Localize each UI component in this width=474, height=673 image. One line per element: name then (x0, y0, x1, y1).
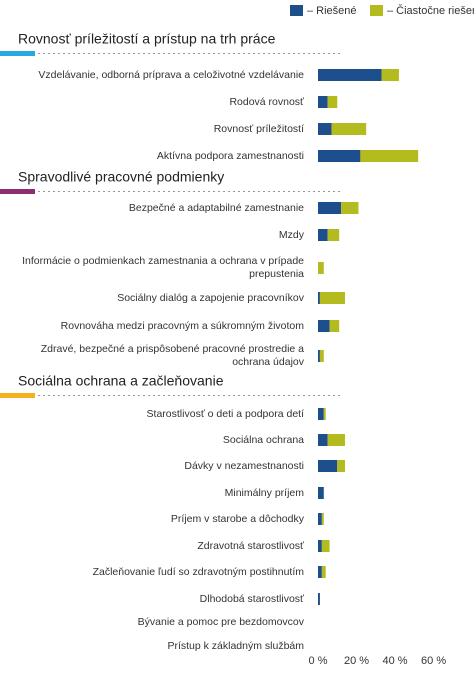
category-label: Dávky v nezamestnanosti (184, 459, 304, 472)
category-label: Rovnosť príležitostí (213, 122, 304, 135)
bar-segment (381, 69, 399, 81)
bar-segment (318, 593, 320, 605)
group-marker (0, 189, 35, 194)
category-label: Príjem v starobe a dôchodky (170, 512, 304, 525)
category-label: Prístup k základným službám (167, 639, 304, 652)
category-label-text: Prístup k základným službám (167, 639, 304, 652)
legend-label: – Riešené (307, 5, 357, 17)
category-label: Starostlivosť o deti a podpora detí (146, 407, 304, 420)
category-label-text: Rodová rovnosť (229, 95, 304, 108)
bar-segment (318, 262, 324, 274)
bar-segment (318, 229, 328, 241)
category-label-text: Informácie o podmienkach zamestnania a o… (22, 255, 304, 280)
category-label-text: Začleňovanie ľudí so zdravotným postihnu… (92, 565, 304, 578)
bar-segment (318, 123, 332, 135)
bar-segment (321, 566, 326, 578)
category-label-text: Sociálny dialóg a zapojenie pracovníkov (117, 291, 304, 304)
bar-segment (321, 540, 330, 552)
bar-segment (329, 320, 340, 332)
bar-segment (318, 202, 342, 214)
bar-segment (318, 150, 361, 162)
category-label: Bezpečné a adaptabilné zamestnanie (128, 201, 304, 214)
category-label: Informácie o podmienkach zamestnania a o… (22, 255, 304, 280)
x-tick-label: 60 % (421, 655, 446, 667)
category-label: Rodová rovnosť (229, 95, 304, 108)
category-label-text: Rovnosť príležitostí (213, 122, 304, 135)
legend-label: – Čiastočne riešené (387, 4, 474, 17)
category-label-text: Bývanie a pomoc pre bezdomovcov (137, 615, 304, 628)
category-label-text: Zdravotná starostlivosť (197, 539, 304, 552)
category-label: Rovnováha medzi pracovným a súkromným ži… (60, 319, 304, 332)
category-label-text: Rovnováha medzi pracovným a súkromným ži… (60, 319, 304, 332)
category-label: Začleňovanie ľudí so zdravotným postihnu… (92, 565, 304, 578)
x-tick-label: 20 % (344, 655, 369, 667)
category-label: Minimálny príjem (224, 486, 304, 499)
category-label: Sociálny dialóg a zapojenie pracovníkov (117, 291, 304, 304)
bar-segment (318, 292, 320, 304)
bar-segment (360, 150, 419, 162)
bar-segment (327, 229, 340, 241)
bar-segment (318, 434, 328, 446)
bar-segment (321, 513, 324, 525)
category-label-text: Dávky v nezamestnanosti (184, 459, 304, 472)
category-label-text: Mzdy (278, 228, 304, 241)
bar-segment (318, 460, 338, 472)
x-tick-label: 0 % (309, 655, 328, 667)
category-label-text: Bezpečné a adaptabilné zamestnanie (128, 201, 304, 214)
legend-swatch (290, 5, 303, 16)
bar-segment (318, 320, 330, 332)
bar-segment (337, 460, 345, 472)
category-label: Zdravotná starostlivosť (197, 539, 304, 552)
category-label: Zdravé, bezpečné a prispôsobené pracovné… (40, 343, 304, 368)
group-marker (0, 51, 35, 56)
bar-segment (318, 487, 324, 499)
category-label-text: Príjem v starobe a dôchodky (170, 512, 304, 525)
bar-segment (341, 202, 359, 214)
bar-segment (319, 350, 324, 362)
category-label: Sociálna ochrana (222, 433, 304, 446)
category-label-text: Sociálna ochrana (222, 433, 304, 446)
bar-segment (318, 350, 320, 362)
bar-segment (318, 513, 322, 525)
group-title: Rovnosť príležitostí a prístup na trh pr… (18, 31, 276, 47)
bar-segment (319, 292, 345, 304)
x-tick-label: 40 % (383, 655, 408, 667)
category-label-text: Dlhodobá starostlivosť (199, 592, 304, 605)
bar-segment (323, 408, 326, 420)
category-label-text: Minimálny príjem (224, 486, 304, 499)
category-label: Mzdy (278, 228, 304, 241)
group-marker (0, 393, 35, 398)
category-label-text: Vzdelávanie, odborná príprava a celoživo… (38, 68, 304, 81)
category-label: Vzdelávanie, odborná príprava a celoživo… (38, 68, 304, 81)
group-title: Spravodlivé pracovné podmienky (18, 169, 224, 185)
bar-segment (318, 96, 328, 108)
legend-swatch (370, 5, 383, 16)
bar-segment (318, 69, 382, 81)
bar-segment (327, 96, 338, 108)
category-label-text: Aktívna podpora zamestnanosti (156, 149, 304, 162)
bar-segment (318, 408, 324, 420)
category-label: Aktívna podpora zamestnanosti (156, 149, 304, 162)
bar-segment (331, 123, 367, 135)
bar-segment (318, 540, 322, 552)
category-label-text: Starostlivosť o deti a podpora detí (146, 407, 304, 420)
category-label: Bývanie a pomoc pre bezdomovcov (137, 615, 304, 628)
bar-segment (318, 566, 322, 578)
group-title: Sociálna ochrana a začleňovanie (18, 373, 224, 389)
category-label-text: Zdravé, bezpečné a prispôsobené pracovné… (40, 343, 304, 368)
category-label: Dlhodobá starostlivosť (199, 592, 304, 605)
bar-segment (327, 434, 345, 446)
